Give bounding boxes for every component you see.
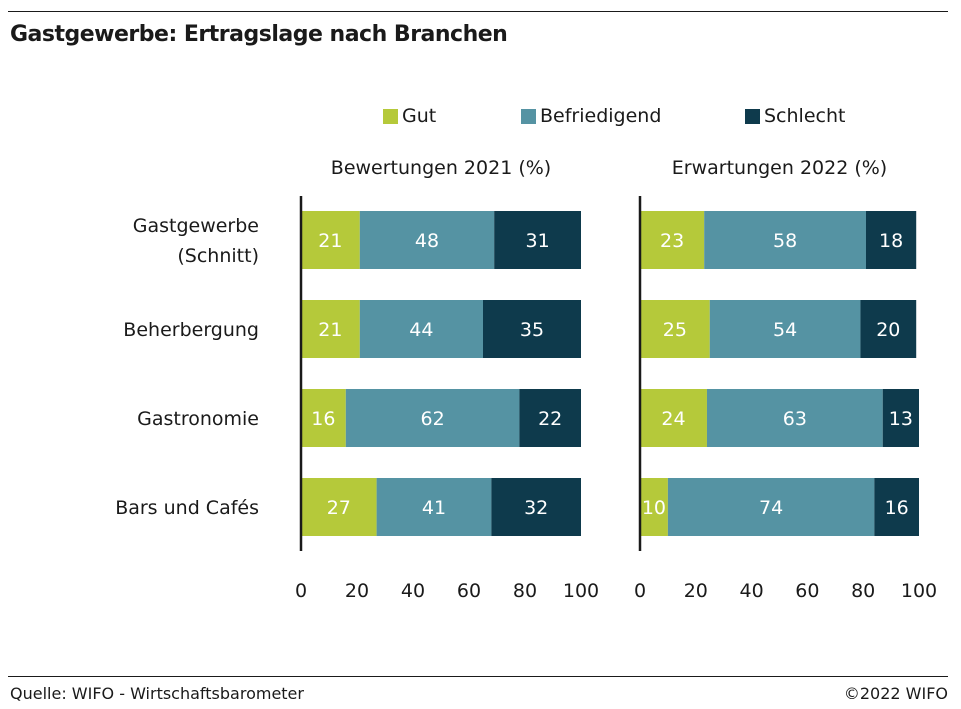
panel-2-bars-und-caf-s-gut-data-label: 10 xyxy=(642,497,666,519)
panel-2-bars-und-caf-s-befriedigend-bar xyxy=(667,478,875,536)
panel-1-gastronomie-befriedigend-bar xyxy=(345,389,520,447)
panel-2-x-tick-label: 100 xyxy=(901,580,937,602)
panel-2-gastgewerbe-schnitt-schlecht-data-label: 18 xyxy=(879,230,903,252)
panel-1-gastgewerbe-schnitt-gut-bar xyxy=(301,211,360,269)
panel-1-bars-und-caf-s-befriedigend-data-label: 41 xyxy=(422,497,446,519)
panel-2-beherbergung-gut-bar xyxy=(640,300,710,358)
panel-1-x-tick-label: 60 xyxy=(457,580,481,602)
category-label-bars-und-caf-s: Bars und Cafés xyxy=(115,497,259,519)
panel-1-beherbergung-schlecht-data-label: 35 xyxy=(520,319,544,341)
panel-1-gastgewerbe-schnitt-befriedigend-bar xyxy=(359,211,495,269)
panel-2-beherbergung-gut-data-label: 25 xyxy=(663,319,687,341)
panel-2-gastgewerbe-schnitt-gut-bar xyxy=(640,211,705,269)
panel-1-gastronomie-gut-bar xyxy=(301,389,346,447)
panel-1-gastgewerbe-schnitt-schlecht-bar xyxy=(494,211,581,269)
panel-1-bars-und-caf-s-schlecht-data-label: 32 xyxy=(524,497,548,519)
panel-2-gastgewerbe-schnitt-befriedigend-bar xyxy=(704,211,866,269)
panel-1-gastronomie-schlecht-data-label: 22 xyxy=(538,408,562,430)
panel-1-gastgewerbe-schnitt-schlecht-data-label: 31 xyxy=(526,230,550,252)
panel-2-gastronomie-schlecht-data-label: 13 xyxy=(889,408,913,430)
panel-1-bars-und-caf-s-gut-bar xyxy=(301,478,377,536)
legend-label-befriedigend: Befriedigend xyxy=(540,105,662,127)
panel-1-gastgewerbe-schnitt-gut-data-label: 21 xyxy=(318,230,342,252)
legend-label-schlecht: Schlecht xyxy=(764,105,846,127)
panel-2-bars-und-caf-s-gut-bar xyxy=(640,478,668,536)
panel-2-bars-und-caf-s-schlecht-bar xyxy=(874,478,919,536)
panel-1-gastgewerbe-schnitt-befriedigend-data-label: 48 xyxy=(415,230,439,252)
page-title: Gastgewerbe: Ertragslage nach Branchen xyxy=(10,22,508,47)
panel-2-gastgewerbe-schnitt-schlecht-bar xyxy=(865,211,917,269)
panel-2-gastronomie-schlecht-bar xyxy=(882,389,919,447)
panel-2-x-tick-label: 0 xyxy=(634,580,646,602)
category-label-gastgewerbe-schnitt: Gastgewerbe xyxy=(133,215,259,237)
panel-2-gastgewerbe-schnitt-befriedigend-data-label: 58 xyxy=(773,230,797,252)
panel-2-beherbergung-befriedigend-data-label: 54 xyxy=(773,319,797,341)
panel-1-gastronomie-befriedigend-data-label: 62 xyxy=(421,408,445,430)
panel-2-title: Erwartungen 2022 (%) xyxy=(672,157,887,179)
panel-1-beherbergung-schlecht-bar xyxy=(483,300,581,358)
panel-1-beherbergung-befriedigend-data-label: 44 xyxy=(409,319,433,341)
panel-2-x-tick-label: 40 xyxy=(740,580,764,602)
panel-2-bars-und-caf-s-befriedigend-data-label: 74 xyxy=(759,497,783,519)
panel-1-gastronomie-schlecht-bar xyxy=(519,389,581,447)
panel-1-x-tick-label: 80 xyxy=(513,580,537,602)
legend-swatch-befriedigend xyxy=(521,108,536,124)
panel-1-title: Bewertungen 2021 (%) xyxy=(331,157,551,179)
panel-2-gastronomie-gut-data-label: 24 xyxy=(661,408,685,430)
panel-2-x-tick-label: 80 xyxy=(851,580,875,602)
panel-1-x-tick-label: 40 xyxy=(401,580,425,602)
top-rule xyxy=(8,11,948,12)
category-label-gastgewerbe-schnitt: (Schnitt) xyxy=(177,245,259,267)
legend-item-gut: Gut xyxy=(383,103,436,129)
panel-2-gastgewerbe-schnitt-gut-data-label: 23 xyxy=(660,230,684,252)
panel-2-gastronomie-befriedigend-data-label: 63 xyxy=(783,408,807,430)
legend-item-befriedigend: Befriedigend xyxy=(521,103,661,129)
panel-1-bars-und-caf-s-schlecht-bar xyxy=(491,478,581,536)
panel-1-x-tick-label: 100 xyxy=(563,580,599,602)
panel-1-gastronomie-gut-data-label: 16 xyxy=(311,408,335,430)
panel-1-beherbergung-gut-bar xyxy=(301,300,360,358)
panel-1-beherbergung-befriedigend-bar xyxy=(359,300,483,358)
panel-2-beherbergung-schlecht-data-label: 20 xyxy=(876,319,900,341)
panel-1-x-tick-label: 20 xyxy=(345,580,369,602)
category-label-gastronomie: Gastronomie xyxy=(137,408,259,430)
panel-1-beherbergung-gut-data-label: 21 xyxy=(318,319,342,341)
legend-item-schlecht: Schlecht xyxy=(745,103,845,129)
category-label-beherbergung: Beherbergung xyxy=(123,319,259,341)
panel-1-x-tick-label: 0 xyxy=(295,580,307,602)
panel-2-gastronomie-befriedigend-bar xyxy=(706,389,883,447)
legend-swatch-gut xyxy=(383,108,398,124)
copyright-note: ©2022 WIFO xyxy=(843,684,948,703)
panel-2-bars-und-caf-s-schlecht-data-label: 16 xyxy=(885,497,909,519)
legend-label-gut: Gut xyxy=(402,105,437,127)
panel-1-bars-und-caf-s-befriedigend-bar xyxy=(376,478,492,536)
panel-2-x-tick-label: 20 xyxy=(684,580,708,602)
panel-2-gastronomie-gut-bar xyxy=(640,389,707,447)
panel-1-bars-und-caf-s-gut-data-label: 27 xyxy=(327,497,351,519)
panel-2-beherbergung-schlecht-bar xyxy=(860,300,917,358)
panel-2-x-tick-label: 60 xyxy=(795,580,819,602)
panel-2-beherbergung-befriedigend-bar xyxy=(709,300,861,358)
legend-swatch-schlecht xyxy=(745,108,760,124)
bottom-rule xyxy=(8,676,948,677)
source-note: Quelle: WIFO - Wirtschaftsbarometer xyxy=(10,684,304,703)
